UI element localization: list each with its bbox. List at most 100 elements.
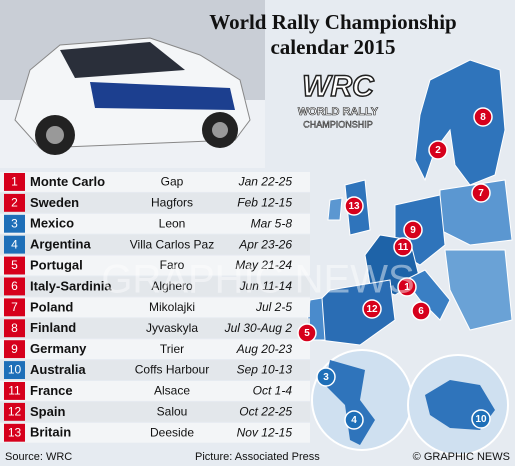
venue: Gap: [161, 175, 184, 189]
row-number: 6: [11, 279, 18, 293]
marker-label: 3: [323, 372, 329, 383]
row-number: 7: [11, 300, 18, 314]
map-marker: [344, 196, 364, 216]
title: calendar 2015: [270, 35, 395, 59]
dates: Apr 23-26: [238, 237, 292, 251]
logo-text: CHAMPIONSHIP: [303, 119, 373, 129]
number-box: [4, 402, 25, 421]
dates: Jul 30-Aug 2: [224, 321, 293, 335]
number-box: [4, 193, 25, 212]
country: Poland: [30, 299, 73, 314]
row-number: 9: [11, 342, 18, 356]
marker-label: 13: [348, 201, 360, 212]
country: Britain: [30, 425, 71, 440]
number-box: [4, 382, 25, 400]
marker-label: 10: [475, 414, 487, 425]
row-bg: [0, 318, 310, 339]
row-number: 4: [11, 237, 18, 251]
country: Italy-Sardinia: [30, 278, 112, 293]
map-marker: [362, 299, 382, 319]
row-bg: [0, 213, 310, 234]
dates: Nov 12-15: [237, 425, 293, 439]
row-bg: [0, 297, 310, 318]
dates: Jul 2-5: [255, 300, 292, 314]
country: Australia: [30, 362, 86, 377]
venue: Alsace: [154, 384, 190, 398]
country: Spain: [30, 404, 65, 419]
number-box: [4, 319, 25, 338]
country: Monte Carlo: [30, 174, 105, 189]
dates: Jan 22-25: [238, 175, 293, 189]
marker-label: 7: [478, 188, 484, 199]
row-number: 13: [8, 425, 22, 439]
map-marker: [393, 237, 413, 257]
venue: Trier: [160, 342, 184, 356]
watermark: GRAPHIC NEWS: [101, 258, 414, 302]
row-bg: [0, 381, 310, 401]
venue: Leon: [159, 216, 186, 230]
marker-label: 6: [418, 306, 424, 317]
number-box: [4, 256, 25, 275]
map-marker: [411, 301, 431, 321]
map-marker: [471, 183, 491, 203]
map-marker: [473, 107, 493, 127]
marker-label: 11: [398, 242, 409, 253]
number-box: [4, 423, 25, 442]
logo-mark: WRC: [302, 70, 375, 103]
venue: Villa Carlos Paz: [130, 237, 214, 251]
dates: Feb 12-15: [237, 196, 292, 210]
row-number: 2: [11, 196, 18, 210]
marker-label: 5: [304, 328, 310, 339]
row-number: 3: [11, 216, 18, 230]
dates: Mar 5-8: [251, 216, 293, 230]
map-marker: [397, 277, 417, 297]
row-bg: [0, 422, 310, 443]
venue: Faro: [160, 258, 185, 272]
row-bg: [0, 276, 310, 297]
map-marker: [403, 220, 423, 240]
row-bg: [0, 255, 310, 276]
venue: Salou: [157, 405, 188, 419]
venue: Jyvaskyla: [146, 321, 198, 335]
marker-label: 1: [404, 282, 410, 293]
dates: May 21-24: [235, 258, 292, 272]
marker-label: 2: [435, 145, 441, 156]
dates: Oct 1-4: [253, 384, 293, 398]
venue: Hagfors: [151, 196, 193, 210]
map-marker: [428, 140, 448, 160]
venue: Coffs Harbour: [135, 363, 209, 377]
number-box: [4, 340, 25, 359]
row-bg: [0, 172, 310, 192]
number-box: [4, 277, 25, 296]
map-marker: [316, 367, 336, 387]
venue: Alghero: [151, 279, 193, 293]
country: Mexico: [30, 216, 74, 231]
map-marker: [297, 323, 317, 343]
row-bg: [0, 192, 310, 213]
marker-label: 4: [351, 415, 357, 426]
credit: Picture: Associated Press: [195, 451, 320, 463]
row-number: 12: [8, 405, 22, 419]
dates: Aug 20-23: [236, 342, 293, 356]
venue: Mikolajki: [149, 300, 195, 314]
number-box: [4, 298, 25, 317]
row-bg: [0, 339, 310, 360]
map-marker: [344, 410, 364, 430]
country: Finland: [30, 320, 76, 335]
row-bg: [0, 234, 310, 255]
marker-label: 12: [366, 304, 378, 315]
row-bg: [0, 401, 310, 422]
country: Portugal: [30, 257, 83, 272]
dates: Oct 22-25: [239, 405, 292, 419]
country: Germany: [30, 341, 87, 356]
row-number: 5: [11, 258, 18, 272]
number-box: [4, 214, 25, 233]
row-number: 8: [11, 321, 18, 335]
number-box: [4, 235, 25, 254]
marker-label: 9: [410, 225, 416, 236]
row-bg: [0, 360, 310, 380]
row-number: 1: [11, 175, 18, 189]
copyright: © GRAPHIC NEWS: [413, 451, 510, 463]
